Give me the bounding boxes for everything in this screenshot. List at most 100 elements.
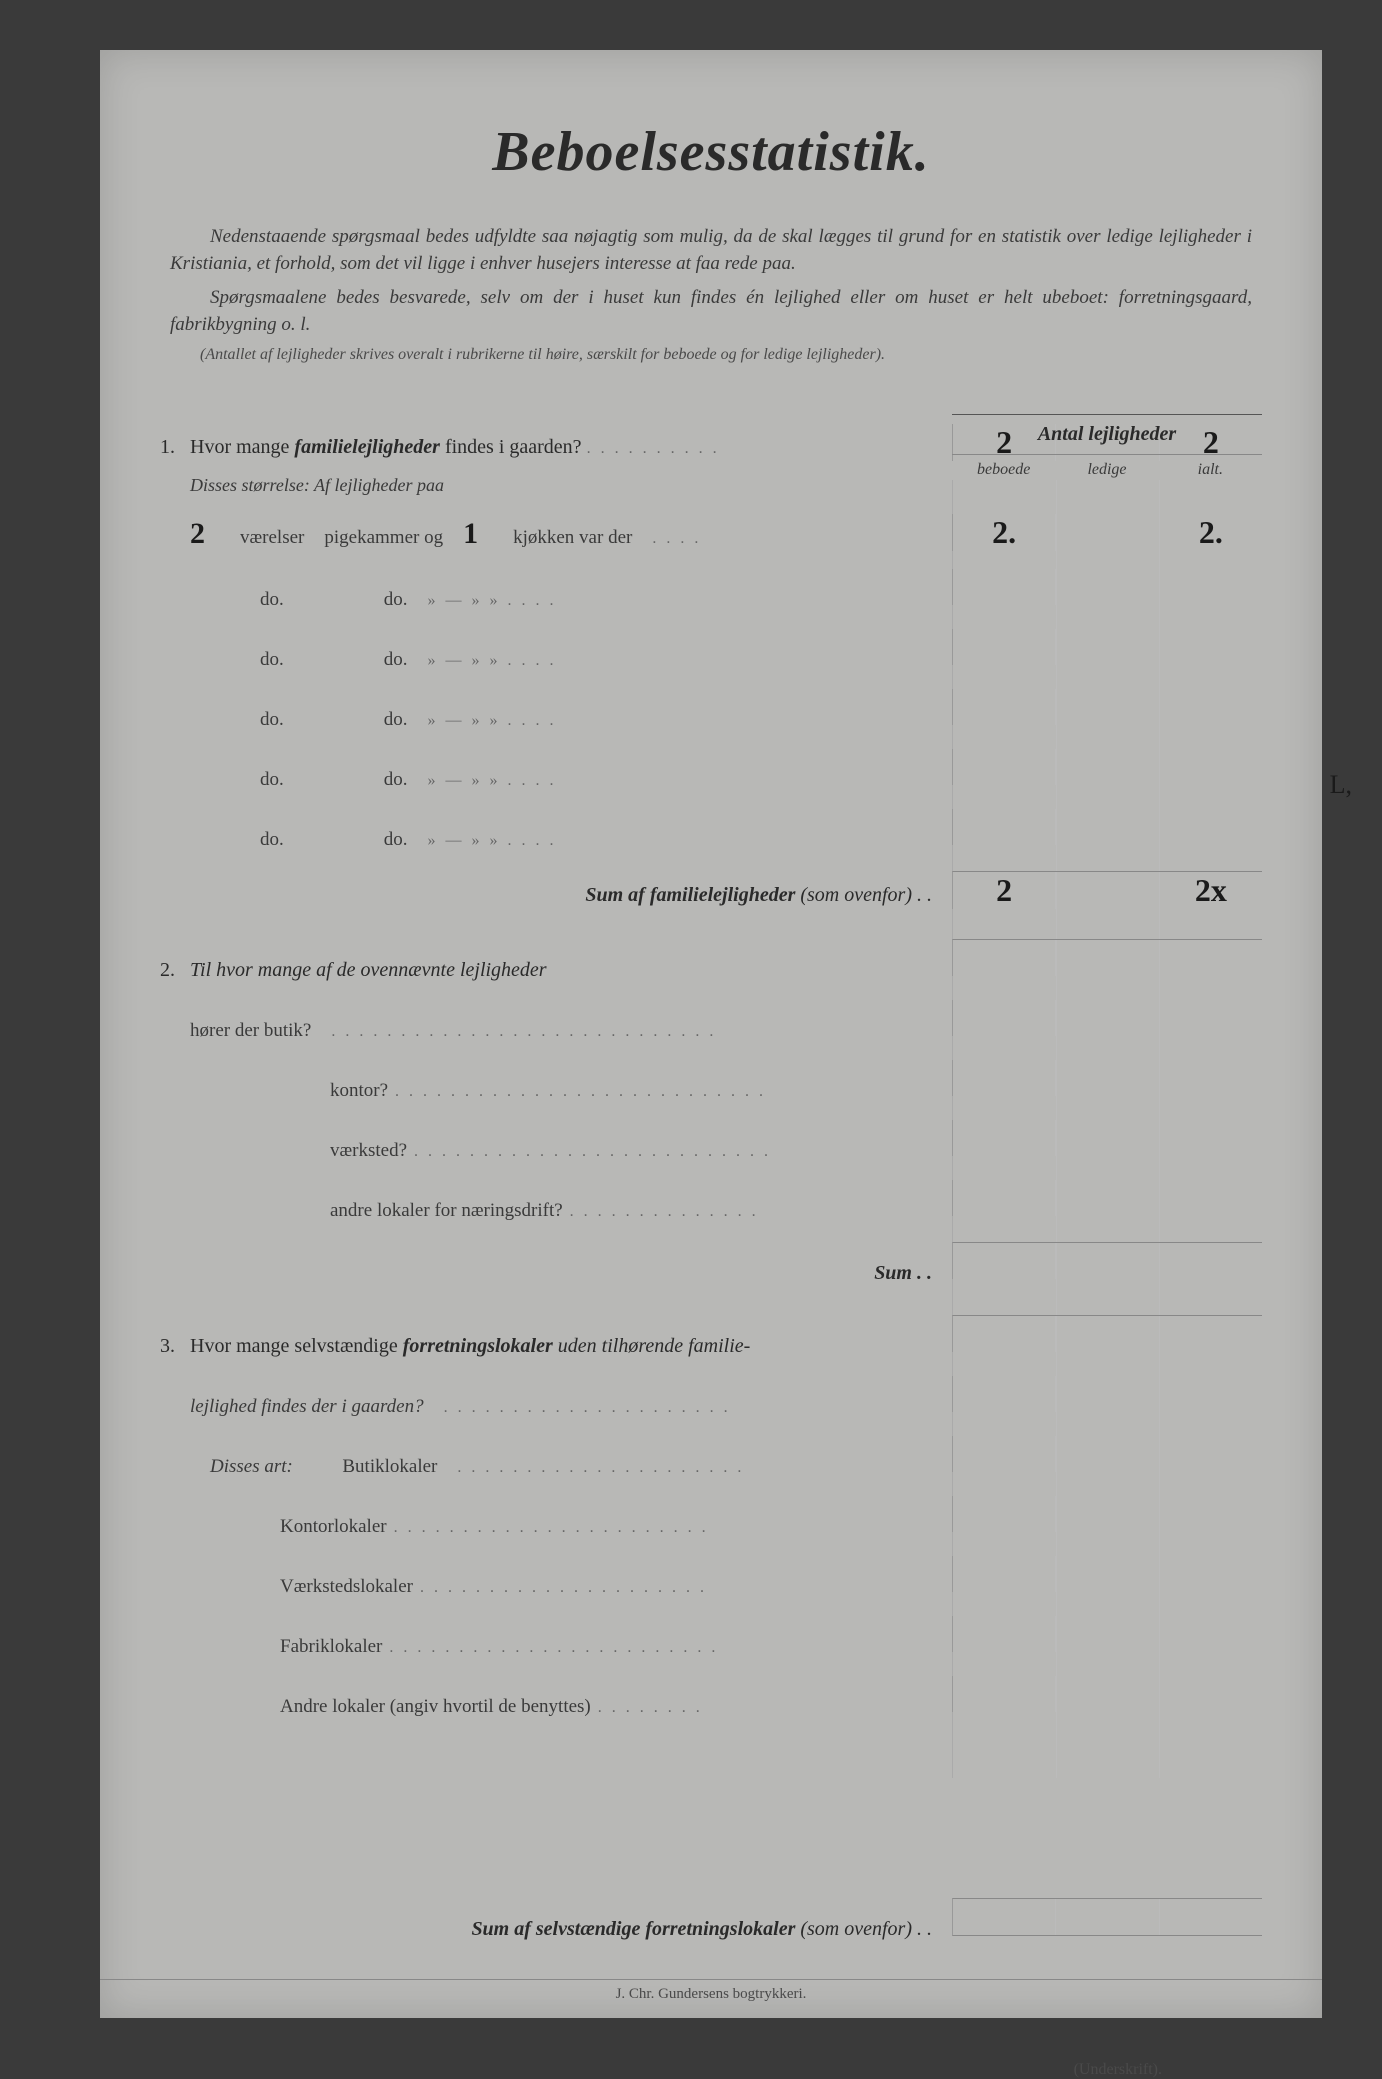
q3-line2: lejlighed findes der i gaarden? . . . . … [190, 1376, 1262, 1418]
q1-rooms-text: 2 værelser pigekammer og 1 kjøkken var d… [190, 517, 952, 551]
t-pigekammer: pigekammer og [324, 527, 443, 549]
q3-s4: Fabriklokaler . . . . . . . . . . . . . … [280, 1616, 1262, 1658]
q2-s2: værksted? . . . . . . . . . . . . . . . … [330, 1120, 1262, 1162]
q1-sum-label: Sum af familielejligheder (som ovenfor) … [160, 884, 952, 907]
t-vaerelser: værelser [240, 527, 304, 549]
q2-num: 2. [160, 959, 190, 982]
col-ledige: ledige [1055, 461, 1158, 479]
q2-row: 2. Til hvor mange af de ovennævnte lejli… [160, 939, 1262, 982]
q3-s2: Kontorlokaler . . . . . . . . . . . . . … [280, 1496, 1262, 1538]
q2-l2: hører der butik? [190, 1020, 311, 1042]
dots: . . . . [652, 530, 701, 548]
q3l2: lejlighed findes der i gaarden? [190, 1396, 424, 1418]
q3-num: 3. [160, 1335, 190, 1358]
q3-sum-label: Sum af selvstændige forretningslokaler (… [160, 1918, 952, 1941]
q2-s3: andre lokaler for næringsdrift? . . . . … [330, 1180, 1262, 1222]
q3emph: forretningslokaler [403, 1335, 553, 1357]
q3-s3: Værkstedslokaler . . . . . . . . . . . .… [280, 1556, 1262, 1598]
table-header-title: Antal lejligheder [952, 415, 1262, 455]
intro-p2: Spørgsmaalene bedes besvarede, selv om d… [160, 285, 1262, 338]
do: do. [260, 769, 284, 791]
do: do. [384, 589, 408, 611]
q2-s1: kontor? . . . . . . . . . . . . . . . . … [330, 1060, 1262, 1102]
q1-sum-answers: 2 2x [952, 871, 1262, 909]
table-header: Antal lejligheder beboede ledige ialt. [952, 414, 1262, 485]
form-content: Antal lejligheder beboede ledige ialt. 1… [160, 424, 1262, 2079]
q3s4: Fabriklokaler [280, 1636, 382, 1657]
dots: » — » » . . . . [428, 712, 557, 730]
dots: . . . . . . . . . . [587, 440, 720, 457]
q2s3: andre lokaler for næringsdrift? [330, 1200, 563, 1221]
q3s2: Kontorlokaler [280, 1516, 387, 1537]
dots: . . . . . . . . . . . . . . . . . . . . … [457, 1459, 744, 1477]
col-beboede: beboede [952, 461, 1055, 479]
dots: » — » » . . . . [428, 652, 557, 670]
q3-text: Hvor mange selvstændige forretningslokal… [190, 1335, 952, 1358]
signature-label: (Underskrift). [160, 2061, 1262, 2079]
col-headers: beboede ledige ialt. [952, 455, 1262, 485]
q1-tb: findes i gaarden? [440, 436, 582, 458]
q2-sum-label: Sum . . [160, 1262, 952, 1285]
q1-rooms-answers: 2. 2. [952, 514, 1262, 551]
do-row-3: do. do. » — » » . . . . [190, 689, 1262, 731]
dots: . . . . . . . . . . . . . . . . . . . . … [387, 1519, 709, 1536]
document-page: Beboelsesstatistik. Nedenstaaende spørgs… [100, 50, 1322, 2018]
intro-p1: Nedenstaaende spørgsmaal bedes udfyldte … [160, 224, 1262, 277]
do: do. [260, 589, 284, 611]
q2-sum: Sum . . [160, 1242, 1262, 1285]
sum-note: (som ovenfor) . . [795, 884, 932, 906]
do: do. [260, 709, 284, 731]
q1-num: 1. [160, 436, 190, 459]
t-kjokken: kjøkken var der [513, 527, 632, 549]
do: do. [260, 649, 284, 671]
q3d: Disses art: [210, 1456, 293, 1478]
do: do. [384, 649, 408, 671]
q3ta: Hvor mange selvstændige [190, 1335, 403, 1357]
q3-s5: Andre lokaler (angiv hvortil de benyttes… [280, 1676, 1262, 1718]
q1s-ans-l [1056, 872, 1159, 909]
q3s1: Butiklokaler [342, 1456, 437, 1478]
q1-emph: familielejligheder [294, 436, 440, 458]
q1r-ans-b: 2. [953, 514, 1056, 551]
q2s2: værksted? [330, 1140, 407, 1161]
do: do. [384, 709, 408, 731]
q1-ta: Hvor mange [190, 436, 294, 458]
do: do. [260, 829, 284, 851]
dots: » — » » . . . . [428, 592, 557, 610]
q1s-ans-b: 2 [953, 872, 1056, 909]
q3s5: Andre lokaler (angiv hvortil de benyttes… [280, 1696, 591, 1717]
q2-t: Til hvor mange af de ovennævnte lejlighe… [190, 959, 547, 981]
dots: . . . . . . . . [591, 1699, 703, 1716]
q3-disses: Disses art: Butiklokaler . . . . . . . .… [210, 1436, 1262, 1478]
do-row-2: do. do. » — » » . . . . [190, 629, 1262, 671]
dots: . . . . . . . . . . . . . . . . . . . . … [382, 1639, 718, 1656]
q1r-ans-i: 2. [1160, 514, 1262, 551]
q3s3: Værkstedslokaler [280, 1576, 413, 1597]
dots: . . . . . . . . . . . . . . [563, 1203, 759, 1220]
intro-note: (Antallet af lejligheder skrives overalt… [160, 346, 1262, 364]
do-row-1: do. do. » — » » . . . . [190, 569, 1262, 611]
hw-rooms: 2 [190, 517, 220, 551]
dots: . . . . . . . . . . . . . . . . . . . . … [331, 1023, 716, 1041]
col-ialt: ialt. [1159, 461, 1262, 479]
printer-credit: J. Chr. Gundersens bogtrykkeri. [100, 1979, 1322, 2003]
dots: . . . . . . . . . . . . . . . . . . . . … [388, 1083, 766, 1100]
q2s1: kontor? [330, 1080, 388, 1101]
margin-note: L, [1330, 770, 1352, 800]
page-title: Beboelsesstatistik. [160, 120, 1262, 184]
do: do. [384, 769, 408, 791]
q1r-ans-l [1056, 514, 1159, 551]
do-row-5: do.do.» — » » . . . . [190, 809, 1262, 851]
q1-rooms-row: 2 værelser pigekammer og 1 kjøkken var d… [190, 514, 1262, 551]
q1s-ans-i: 2x [1160, 872, 1262, 909]
q3sn: (som ovenfor) . . [795, 1918, 932, 1940]
q3-row: 3. Hvor mange selvstændige forretningslo… [160, 1315, 1262, 1358]
q2-text: Til hvor mange af de ovennævnte lejlighe… [190, 959, 952, 982]
dots: . . . . . . . . . . . . . . . . . . . . … [413, 1579, 707, 1596]
q3-sum-row: Sum af selvstændige forretningslokaler (… [160, 1898, 1262, 1941]
do: do. [384, 829, 408, 851]
q2-line2: hører der butik? . . . . . . . . . . . .… [190, 1000, 1262, 1042]
dots: » — » » . . . . [428, 772, 557, 790]
sum-lbl: Sum af familielejligheder [585, 884, 795, 906]
dots: . . . . . . . . . . . . . . . . . . . . … [407, 1143, 771, 1160]
